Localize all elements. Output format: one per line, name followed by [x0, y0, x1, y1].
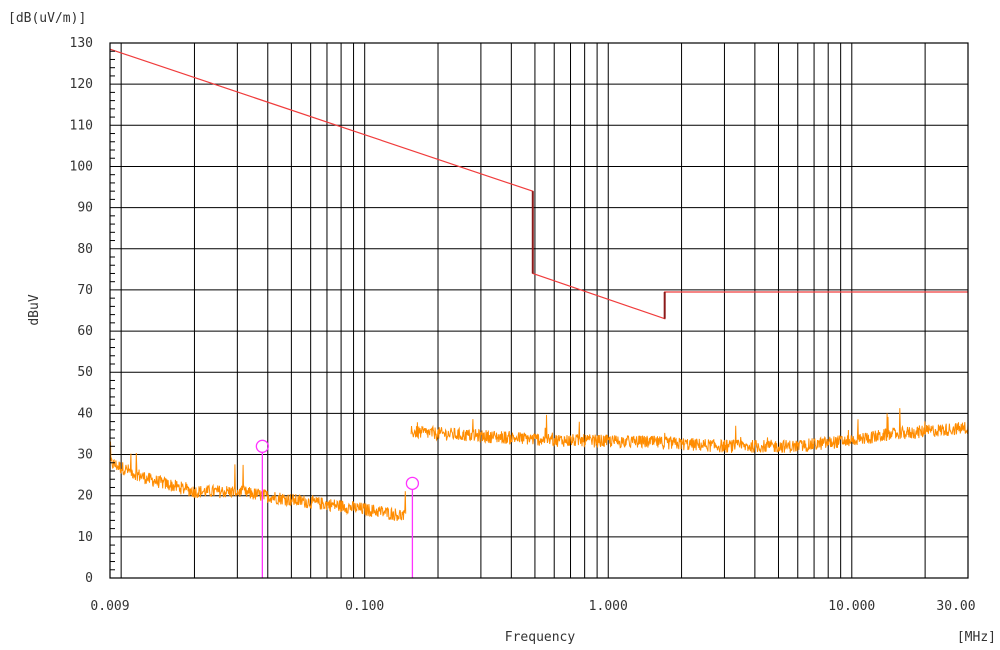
x-tick-label: 0.009 — [90, 599, 129, 614]
axes: 0 10 20 30 40 50 60 70 80 90 100 110 120 130 0.009 0.10… — [70, 36, 976, 614]
y-tick-label: 120 — [70, 77, 93, 92]
x-tick-label: 1.000 — [589, 599, 628, 614]
plot-frame — [109, 42, 969, 579]
x-unit-label: [MHz] — [957, 630, 996, 645]
x-tick-label: 10.000 — [828, 599, 875, 614]
peak-marker — [255, 439, 270, 578]
y-tick-label: 0 — [85, 571, 93, 586]
y-tick-label: 20 — [77, 489, 93, 504]
y-tick-label: 50 — [77, 365, 93, 380]
y-tick-label: 80 — [77, 242, 93, 257]
y-tick-label: 130 — [70, 36, 93, 51]
y-tick-label: 40 — [77, 406, 93, 421]
x-tick-label: 0.100 — [345, 599, 384, 614]
y-tick-label: 90 — [77, 201, 93, 216]
trace-segment — [410, 408, 969, 453]
y-tick-label: 110 — [70, 118, 93, 133]
peak-marker — [405, 476, 420, 578]
x-tick-label: 30.00 — [936, 599, 975, 614]
trace-segment — [109, 441, 407, 522]
y-axis-title: dBuV — [27, 294, 42, 325]
y-tick-label: 10 — [77, 530, 93, 545]
grid — [110, 42, 968, 578]
y-tick-label: 100 — [70, 159, 93, 174]
limit-line — [109, 48, 968, 320]
limit-path — [109, 48, 968, 320]
y-tick-label: 60 — [77, 324, 93, 339]
x-axis-title: Frequency — [505, 630, 576, 645]
y-tick-label: 70 — [77, 283, 93, 298]
peak-markers — [255, 439, 420, 578]
y-unit-label: [dB(uV/m)] — [8, 11, 86, 26]
measurement-trace — [109, 408, 969, 522]
y-tick-label: 30 — [77, 448, 93, 463]
